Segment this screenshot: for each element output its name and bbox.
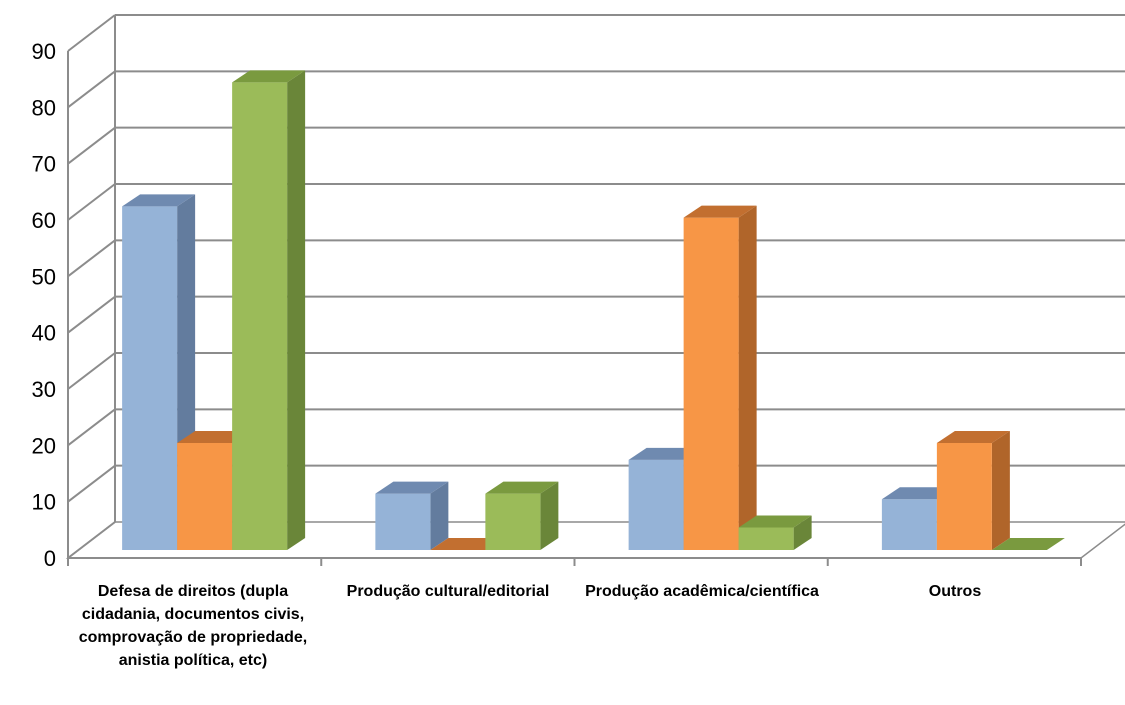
y-tick-label: 30: [32, 377, 56, 402]
bar-side: [430, 481, 449, 550]
bar-front: [738, 527, 794, 550]
y-tick-label: 80: [32, 95, 56, 120]
bar-side: [738, 205, 757, 550]
gridline-side: [67, 521, 116, 559]
bar-top: [738, 515, 812, 528]
y-tick-label: 40: [32, 321, 56, 346]
bar-top: [881, 487, 955, 500]
y-tick-label: 60: [32, 208, 56, 233]
bar-front: [375, 493, 431, 550]
bar-front: [232, 82, 288, 550]
y-tick-label: 20: [32, 433, 56, 458]
category-label-1: Defesa de direitos (dupla cidadania, doc…: [78, 583, 308, 669]
bar-front: [881, 499, 937, 550]
bar-2-series-1: [375, 481, 449, 550]
gridline-side: [67, 464, 116, 503]
y-tick-label: 0: [44, 546, 56, 571]
bar-front: [485, 493, 541, 550]
bar-front: [122, 206, 178, 550]
bar-top: [936, 430, 1010, 443]
category-label-2: Produção cultural/editorial: [346, 583, 550, 600]
bar-top: [683, 205, 757, 218]
bar-4-series-2: [936, 430, 1010, 550]
bar-side: [991, 430, 1010, 550]
bar-side: [793, 515, 812, 550]
bar-top: [122, 194, 196, 207]
bar-front: [936, 442, 992, 550]
bar-top: [375, 481, 449, 494]
gridline-side: [67, 14, 116, 52]
bar-top: [177, 430, 251, 443]
gridline-side: [67, 352, 116, 390]
bar-side: [540, 481, 559, 550]
bar-3-series-3: [738, 515, 812, 550]
gridline-side: [67, 295, 116, 334]
bar-2-series-3: [485, 481, 559, 550]
gridline-side: [67, 408, 116, 447]
gridline-side: [67, 183, 116, 221]
y-tick-label: 70: [32, 152, 56, 177]
bar-1-series-3: [232, 70, 306, 550]
bar-front: [683, 217, 739, 550]
category-label-4: Outros: [928, 583, 982, 600]
bar-2-series-2: [430, 538, 504, 550]
gridline-side: [67, 126, 116, 165]
y-tick-label: 10: [32, 490, 56, 515]
bar-top: [485, 481, 559, 494]
bar-front: [177, 442, 233, 550]
bar-top: [991, 538, 1065, 550]
gridline-side: [67, 70, 116, 109]
bar-top: [430, 538, 504, 550]
y-tick-label: 50: [32, 264, 56, 289]
bar-3-series-2: [683, 205, 757, 550]
gridline-side: [67, 239, 116, 278]
bar-top: [628, 447, 702, 460]
bar-side: [287, 70, 306, 550]
bar-front: [628, 459, 684, 550]
category-label-3: Produção acadêmica/científica: [585, 583, 819, 600]
bar-4-series-3: [991, 538, 1065, 550]
bar-top: [232, 70, 306, 83]
y-tick-label: 90: [32, 39, 56, 64]
